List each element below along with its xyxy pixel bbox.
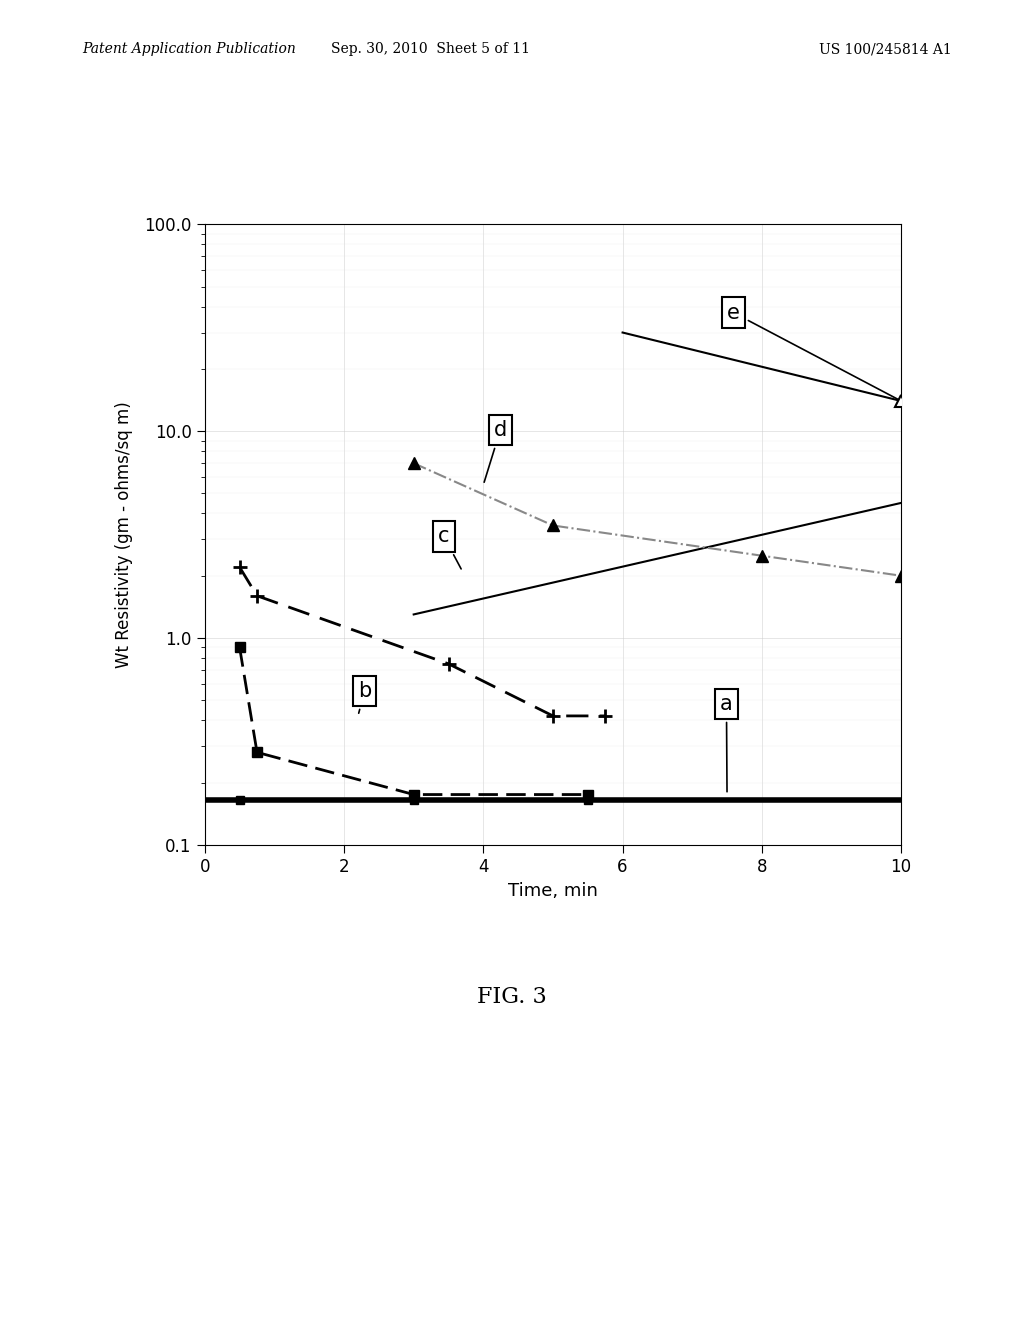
Text: Sep. 30, 2010  Sheet 5 of 11: Sep. 30, 2010 Sheet 5 of 11 [331, 42, 529, 57]
Text: Patent Application Publication: Patent Application Publication [82, 42, 296, 57]
Text: US 100/245814 A1: US 100/245814 A1 [819, 42, 952, 57]
Text: b: b [358, 681, 372, 713]
Text: FIG. 3: FIG. 3 [477, 986, 547, 1008]
Y-axis label: Wt Resistivity (gm - ohms/sq m): Wt Resistivity (gm - ohms/sq m) [115, 401, 133, 668]
Text: e: e [727, 302, 899, 400]
Text: d: d [484, 420, 507, 482]
Text: a: a [720, 694, 733, 792]
Text: c: c [438, 527, 461, 569]
X-axis label: Time, min: Time, min [508, 882, 598, 899]
